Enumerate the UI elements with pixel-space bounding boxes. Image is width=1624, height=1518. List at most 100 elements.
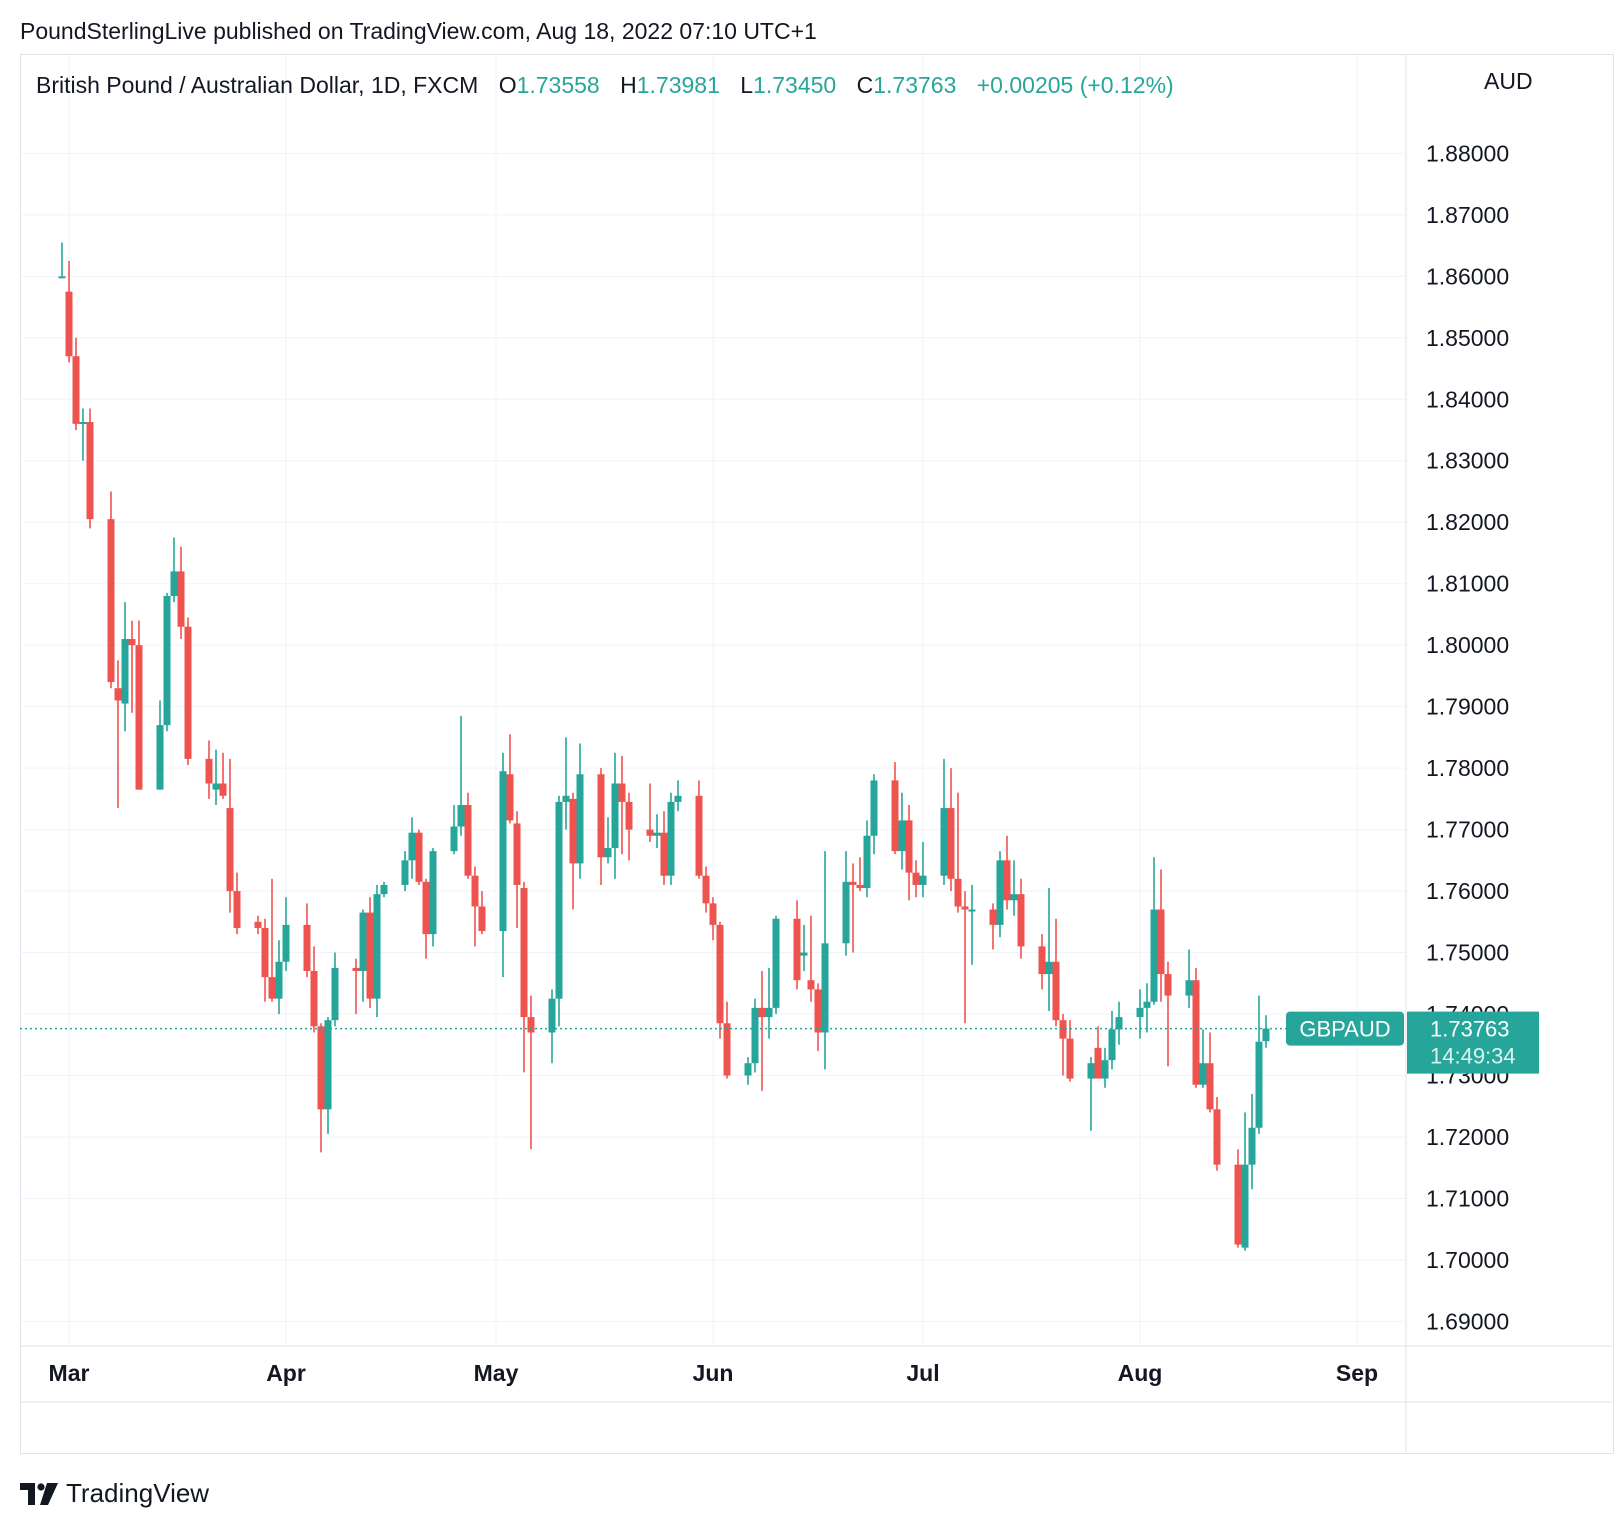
candle-body	[65, 291, 73, 357]
candle-body	[1136, 1007, 1144, 1018]
candle-body	[1045, 961, 1053, 975]
candle	[478, 891, 486, 935]
candle-body	[709, 903, 717, 925]
candle	[107, 491, 115, 689]
candle-body	[758, 1007, 766, 1018]
candle	[772, 915, 780, 1015]
candle	[849, 863, 857, 953]
y-tick-label: 1.82000	[1426, 509, 1509, 535]
x-tick-label: Sep	[1336, 1360, 1378, 1386]
candle	[513, 811, 521, 928]
candle-body	[184, 626, 192, 759]
candle	[254, 915, 262, 935]
candle	[947, 768, 955, 892]
candle	[870, 774, 878, 855]
time-axis[interactable]: Mar Apr May Jun Jul Aug Sep	[49, 1360, 1379, 1386]
candle	[359, 909, 367, 1002]
candle	[366, 897, 374, 1008]
candle-body	[674, 795, 682, 802]
y-tick-label: 1.81000	[1426, 571, 1509, 597]
y-tick-label: 1.85000	[1426, 325, 1509, 351]
candle	[324, 1017, 332, 1134]
candle	[625, 792, 633, 861]
candle	[814, 983, 822, 1051]
candle-body	[205, 758, 213, 784]
candle-body	[156, 725, 164, 790]
candle-body	[58, 276, 66, 279]
x-tick-label: Aug	[1118, 1360, 1163, 1386]
candle	[961, 891, 969, 1024]
candle-body	[744, 1063, 752, 1076]
candle	[1199, 1029, 1207, 1088]
candle	[1017, 878, 1025, 959]
candle	[170, 537, 178, 603]
candle	[996, 851, 1004, 938]
candle-body	[310, 970, 318, 1027]
candle-body	[520, 888, 528, 1018]
candle	[758, 970, 766, 1091]
candle	[233, 872, 241, 935]
tradingview-brand: TradingView	[66, 1478, 210, 1508]
candle-body	[128, 639, 136, 646]
candle	[1248, 1093, 1256, 1190]
symbol-title[interactable]: British Pound / Australian Dollar, 1D, F…	[36, 72, 479, 98]
candle	[121, 602, 129, 732]
candle-body	[373, 894, 381, 999]
candle	[373, 884, 381, 1018]
footer: TradingView	[20, 1478, 209, 1509]
candle	[1052, 918, 1060, 1027]
candle-body	[1017, 894, 1025, 947]
candle	[1143, 983, 1151, 1033]
candle	[72, 337, 80, 431]
candle-body	[1157, 909, 1165, 975]
price-tag: 1.73763 14:49:34	[1407, 1011, 1539, 1074]
close-value: 1.73763	[873, 72, 957, 98]
candle-body	[352, 967, 360, 971]
candle	[898, 792, 906, 870]
x-tick-label: May	[474, 1360, 519, 1386]
candle	[716, 921, 724, 1039]
candle-body	[275, 961, 283, 999]
candle	[653, 814, 661, 849]
candle	[667, 792, 675, 885]
price-axis[interactable]: 1.88000 1.87000 1.86000 1.85000 1.84000 1.830…	[1426, 140, 1509, 1334]
candle-body	[940, 808, 948, 876]
candle	[1255, 995, 1263, 1134]
candle	[86, 408, 94, 529]
candle-body	[1255, 1041, 1263, 1128]
candle-body	[1206, 1063, 1214, 1110]
candle	[1234, 1149, 1242, 1248]
candle-body	[597, 774, 605, 858]
low-label: L	[740, 72, 754, 98]
candle	[310, 946, 318, 1033]
candle-body	[548, 998, 556, 1033]
candle-body	[457, 805, 465, 827]
candle	[1213, 1097, 1221, 1171]
candle-body	[765, 1007, 773, 1018]
y-tick-label: 1.75000	[1426, 940, 1509, 966]
high-label: H	[620, 72, 637, 98]
candle	[660, 811, 668, 885]
candle-body	[1052, 961, 1060, 1021]
open-label: O	[498, 72, 517, 98]
candle-body	[107, 519, 115, 683]
candle-body	[226, 808, 234, 892]
candle	[415, 829, 423, 885]
candle-body	[380, 884, 388, 895]
candle-body	[723, 1023, 731, 1076]
y-tick-label: 1.71000	[1426, 1185, 1509, 1211]
candle	[1101, 1047, 1109, 1088]
candle-body	[821, 943, 829, 1033]
candle	[429, 848, 437, 947]
candle-body	[996, 860, 1004, 925]
y-tick-label: 1.70000	[1426, 1247, 1509, 1273]
candle-body	[499, 771, 507, 932]
candle	[744, 1057, 752, 1085]
candle	[1066, 1020, 1074, 1082]
candle	[604, 817, 612, 864]
candle-body	[177, 571, 185, 627]
candle	[856, 857, 864, 892]
candle	[569, 792, 577, 910]
candle-body	[317, 1026, 325, 1110]
